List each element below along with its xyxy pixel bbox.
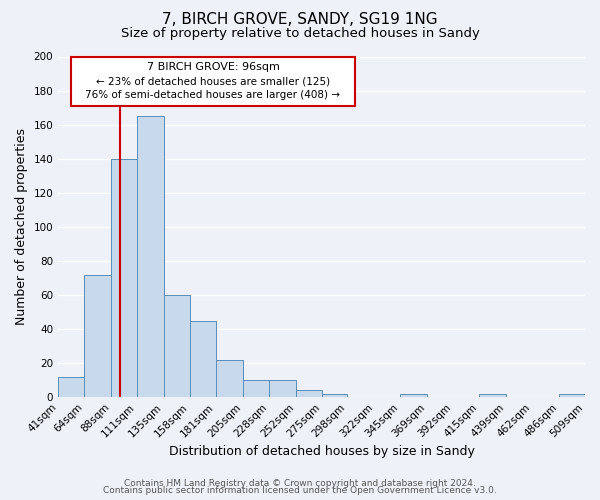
Bar — [84, 274, 111, 397]
Bar — [164, 295, 190, 397]
X-axis label: Distribution of detached houses by size in Sandy: Distribution of detached houses by size … — [169, 444, 475, 458]
Text: Contains public sector information licensed under the Open Government Licence v3: Contains public sector information licen… — [103, 486, 497, 495]
FancyBboxPatch shape — [71, 56, 355, 106]
Bar — [111, 158, 137, 397]
Bar — [190, 320, 216, 397]
Bar — [58, 377, 84, 397]
Text: ← 23% of detached houses are smaller (125): ← 23% of detached houses are smaller (12… — [96, 76, 330, 86]
Bar — [559, 394, 585, 397]
Bar — [400, 394, 427, 397]
Text: 7 BIRCH GROVE: 96sqm: 7 BIRCH GROVE: 96sqm — [146, 62, 280, 72]
Bar — [216, 360, 243, 397]
Text: Size of property relative to detached houses in Sandy: Size of property relative to detached ho… — [121, 28, 479, 40]
Text: 7, BIRCH GROVE, SANDY, SG19 1NG: 7, BIRCH GROVE, SANDY, SG19 1NG — [162, 12, 438, 28]
Y-axis label: Number of detached properties: Number of detached properties — [15, 128, 28, 326]
Bar — [479, 394, 506, 397]
Bar — [322, 394, 347, 397]
Text: 76% of semi-detached houses are larger (408) →: 76% of semi-detached houses are larger (… — [85, 90, 340, 100]
Bar — [243, 380, 269, 397]
Bar — [137, 116, 164, 397]
Bar — [296, 390, 322, 397]
Bar — [269, 380, 296, 397]
Text: Contains HM Land Registry data © Crown copyright and database right 2024.: Contains HM Land Registry data © Crown c… — [124, 478, 476, 488]
